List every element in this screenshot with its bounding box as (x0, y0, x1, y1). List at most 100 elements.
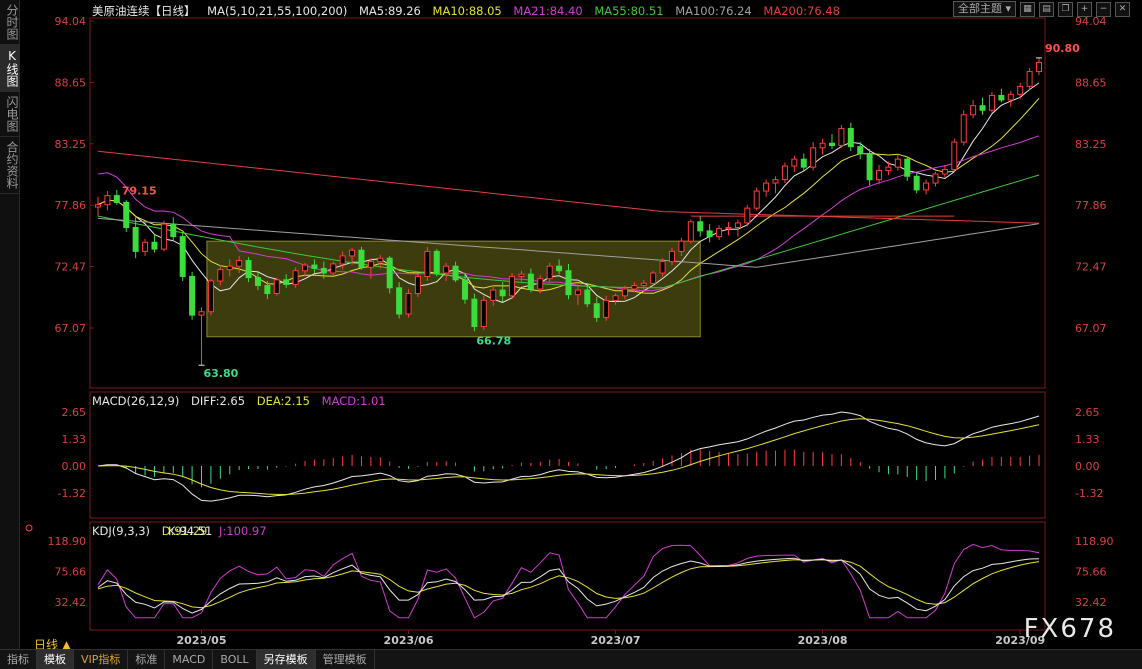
candle-body (932, 173, 939, 184)
x-axis-label: 2023/06 (384, 634, 434, 647)
candle-body (584, 289, 591, 305)
candle-body (509, 275, 516, 297)
ma100-legend: MA100:76.24 (675, 4, 752, 18)
candle-body (621, 288, 628, 297)
theme-dropdown-label: 全部主题 (957, 2, 1002, 15)
bottom-tab-macd[interactable]: MACD (165, 650, 214, 669)
candle-body (189, 275, 196, 316)
candle-body (292, 270, 299, 285)
kdj-axis-label-left: 75.66 (55, 566, 87, 579)
grid-icon[interactable]: ▦ (1020, 1, 1035, 17)
bottom-tab-vip-indicator[interactable]: VIP指标 (74, 650, 129, 669)
tab-flash-chart[interactable]: 闪电图 (0, 92, 19, 137)
candle-body (706, 230, 713, 238)
candle-body (461, 279, 468, 300)
ma21-legend: MA21:84.40 (513, 4, 583, 18)
kdj-legend: KDJ(9,3,3) D:91.29 J:100.97 (92, 524, 275, 538)
candle-body (358, 249, 365, 268)
tab-kline-chart[interactable]: K线图 (0, 45, 19, 92)
candle-body (405, 293, 412, 315)
candle-body (95, 204, 101, 208)
bottom-tab-indicator[interactable]: 指标 (0, 650, 37, 669)
macd-axis-label-left: 1.33 (62, 433, 87, 446)
macd-diff: DIFF:2.65 (191, 394, 246, 408)
candle-body (612, 295, 619, 301)
kdj-header: KDJ(9,3,3) (92, 524, 151, 538)
left-high-annotation: 79.15 (122, 184, 157, 197)
side-tab-bar: 分时图 K线图 闪电图 合约资料 (0, 0, 20, 650)
ma10-legend: MA10:88.05 (432, 4, 502, 18)
candle-body (546, 265, 553, 280)
candle-body (941, 168, 948, 175)
candle-body (988, 94, 995, 111)
period-selector[interactable]: 日线 ▲ (34, 638, 72, 652)
bottom-tab-standard[interactable]: 标准 (128, 650, 166, 669)
kdj-axis-label-left: 118.90 (48, 535, 87, 548)
candle-body (791, 158, 798, 167)
candle-body (951, 141, 958, 170)
candle-body (386, 257, 393, 289)
candle-body (960, 114, 967, 143)
price-axis-label-left: 72.47 (55, 261, 87, 274)
candle-body (669, 250, 676, 263)
tab-time-chart[interactable]: 分时图 (0, 0, 19, 45)
candle-body (1026, 71, 1033, 87)
candle-body (781, 165, 788, 181)
kdj-axis-label-right: 118.90 (1075, 535, 1114, 548)
kdj-axis-label-left: 32.42 (55, 596, 87, 609)
candle-body (527, 273, 534, 290)
candle-body (753, 190, 760, 209)
price-axis-label-right: 88.65 (1075, 76, 1107, 89)
kdj-j-legend: J:100.97 (219, 524, 267, 538)
candle-body (810, 147, 817, 168)
close-icon[interactable]: ✕ (1115, 1, 1130, 17)
candle-body (763, 182, 770, 192)
candle-body (433, 250, 440, 274)
candle-body (311, 264, 318, 269)
candle-body (603, 299, 610, 318)
candle-body (443, 265, 450, 274)
candle-body (697, 221, 704, 232)
restore-icon[interactable]: ❐ (1058, 1, 1073, 17)
candle-body (772, 179, 779, 184)
x-axis-label: 2023/09 (995, 634, 1045, 647)
x-axis-label: 2023/05 (177, 634, 227, 647)
candle-body (1007, 93, 1014, 101)
candle-body (574, 289, 581, 296)
candle-body (273, 279, 280, 295)
candle-body (160, 223, 167, 250)
macd-axis-label-right: 2.65 (1075, 406, 1100, 419)
tab-contract-info[interactable]: 合约资料 (0, 137, 19, 194)
ma200-legend: MA200:76.48 (763, 4, 840, 18)
bottom-tab-boll[interactable]: BOLL (213, 650, 257, 669)
zoom-in-icon[interactable]: + (1077, 1, 1092, 17)
candle-body (424, 250, 431, 277)
candle-body (330, 263, 337, 274)
price-axis-label-left: 83.25 (55, 138, 87, 151)
kdj-axis-label-right: 32.42 (1075, 596, 1107, 609)
candle-body (537, 278, 544, 290)
candle-body (518, 273, 525, 277)
overlay-icon[interactable]: ▤ (1039, 1, 1054, 17)
candle-body (123, 201, 130, 228)
candle-body (923, 182, 930, 191)
bottom-tab-manage-template[interactable]: 管理模板 (316, 650, 375, 669)
zoom-out-icon[interactable]: − (1096, 1, 1111, 17)
kdj-d-legend: D:91.29 (161, 524, 208, 538)
candle-body (320, 267, 327, 274)
bottom-tab-save-template[interactable]: 另存模板 (256, 650, 316, 669)
candle-body (104, 195, 111, 206)
candle-body (650, 272, 657, 284)
candle-body (744, 207, 751, 224)
macd-legend: MACD(26,12,9) DIFF:2.65 DEA:2.15 MACD:1.… (92, 394, 394, 408)
macd-axis-label-right: -1.32 (1075, 487, 1103, 500)
candle-body (1017, 85, 1024, 95)
theme-dropdown[interactable]: 全部主题 ▾ (952, 1, 1016, 17)
kline-chart[interactable]: 94.04 94.04 88.65 88.65 83.25 83.25 77.86 77.86… (19, 0, 1142, 650)
macd-axis-label-left: 2.65 (62, 406, 87, 419)
symbol-title: 美原油连续【日线】 (92, 4, 196, 18)
candle-body (687, 221, 694, 242)
macd-header: MACD(26,12,9) (92, 394, 180, 408)
bottom-tab-template[interactable]: 模板 (37, 650, 74, 669)
kdj-j-line (97, 543, 1040, 619)
